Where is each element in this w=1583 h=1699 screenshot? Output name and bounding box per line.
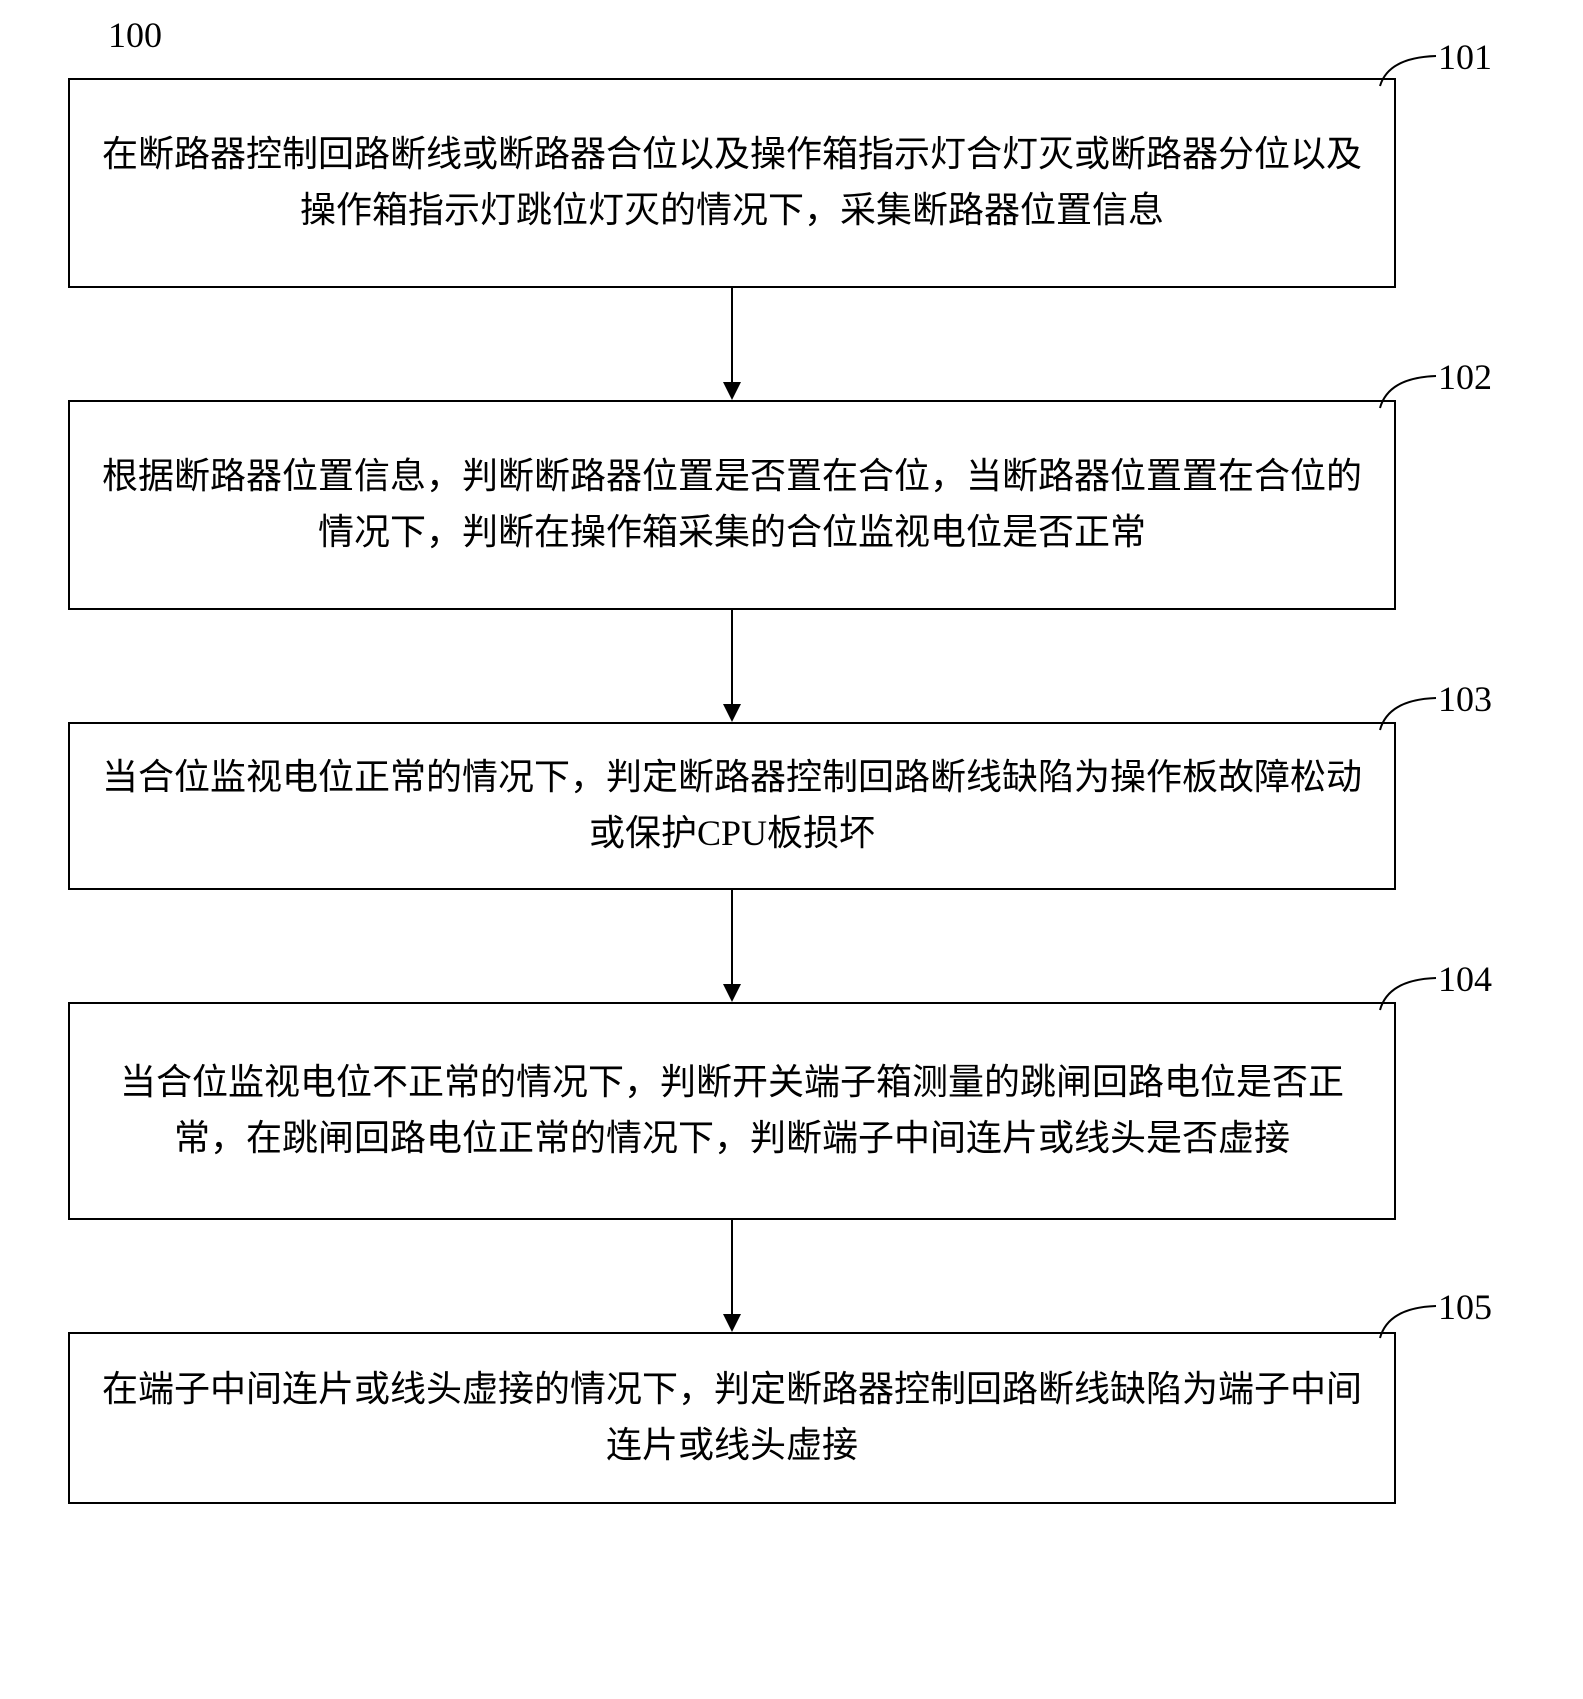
callout-101 <box>1376 52 1440 90</box>
step-box-101: 在断路器控制回路断线或断路器合位以及操作箱指示灯合灯灭或断路器分位以及操作箱指示… <box>68 78 1396 288</box>
step-text: 在断路器控制回路断线或断路器合位以及操作箱指示灯合灯灭或断路器分位以及操作箱指示… <box>100 127 1364 239</box>
step-text: 在端子中间连片或线头虚接的情况下，判定断路器控制回路断线缺陷为端子中间连片或线头… <box>100 1362 1364 1474</box>
step-label-102: 102 <box>1438 356 1492 398</box>
step-box-105: 在端子中间连片或线头虚接的情况下，判定断路器控制回路断线缺陷为端子中间连片或线头… <box>68 1332 1396 1504</box>
step-label-104: 104 <box>1438 958 1492 1000</box>
arrow-4 <box>717 1220 747 1332</box>
callout-105 <box>1376 1302 1440 1342</box>
step-box-104: 当合位监视电位不正常的情况下，判断开关端子箱测量的跳闸回路电位是否正常，在跳闸回… <box>68 1002 1396 1220</box>
step-label-101: 101 <box>1438 36 1492 78</box>
arrow-1 <box>717 288 747 400</box>
arrow-2 <box>717 610 747 722</box>
step-text: 当合位监视电位不正常的情况下，判断开关端子箱测量的跳闸回路电位是否正常，在跳闸回… <box>100 1055 1364 1167</box>
callout-104 <box>1376 974 1440 1014</box>
step-label-103: 103 <box>1438 678 1492 720</box>
step-box-102: 根据断路器位置信息，判断断路器位置是否置在合位，当断路器位置置在合位的情况下，判… <box>68 400 1396 610</box>
step-box-103: 当合位监视电位正常的情况下，判定断路器控制回路断线缺陷为操作板故障松动或保护CP… <box>68 722 1396 890</box>
arrow-3 <box>717 890 747 1002</box>
figure-number: 100 <box>108 14 162 56</box>
step-text: 当合位监视电位正常的情况下，判定断路器控制回路断线缺陷为操作板故障松动或保护CP… <box>100 750 1364 862</box>
callout-103 <box>1376 694 1440 734</box>
step-label-105: 105 <box>1438 1286 1492 1328</box>
step-text: 根据断路器位置信息，判断断路器位置是否置在合位，当断路器位置置在合位的情况下，判… <box>100 449 1364 561</box>
callout-102 <box>1376 372 1440 412</box>
